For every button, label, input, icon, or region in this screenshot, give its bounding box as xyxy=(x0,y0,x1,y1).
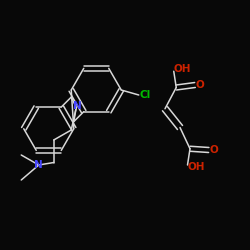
Text: O: O xyxy=(196,80,204,90)
Text: N: N xyxy=(34,160,43,170)
Text: Cl: Cl xyxy=(140,90,150,100)
Text: N: N xyxy=(73,101,82,111)
Text: OH: OH xyxy=(187,162,204,172)
Text: O: O xyxy=(210,145,218,155)
Text: OH: OH xyxy=(173,64,191,74)
